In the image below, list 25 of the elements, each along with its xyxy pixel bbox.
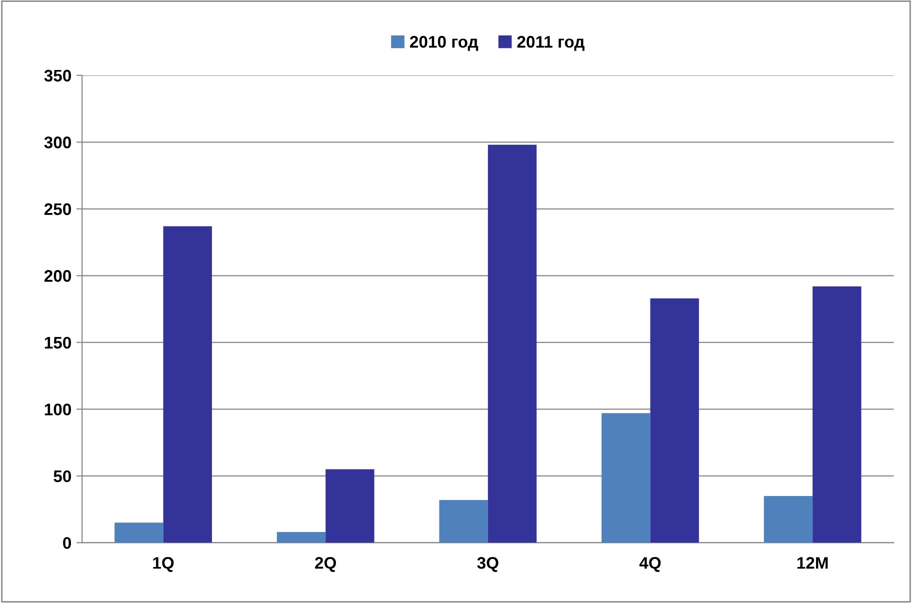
y-tick-label: 350 <box>44 70 71 82</box>
bar <box>812 286 862 543</box>
bar <box>488 144 537 543</box>
bar <box>276 532 326 543</box>
y-tick-label: 250 <box>44 203 71 216</box>
legend-label: 2011 год <box>517 36 584 51</box>
bar <box>163 226 212 543</box>
x-tick-label: 4Q <box>639 557 661 572</box>
y-tick-label: 200 <box>44 270 71 282</box>
y-tick-label: 100 <box>44 404 71 416</box>
x-tick-label: 2Q <box>315 557 336 572</box>
y-tick-label: 150 <box>44 336 71 349</box>
bar <box>764 496 813 543</box>
legend-label: 2010 год <box>410 36 478 51</box>
bar <box>114 522 164 543</box>
x-tick-label: 3Q <box>477 557 498 572</box>
x-tick-label: 1Q <box>153 557 174 572</box>
bar <box>326 469 374 543</box>
bar <box>602 413 650 543</box>
y-tick-label: 300 <box>44 136 71 148</box>
bar <box>650 298 699 543</box>
y-tick-label: 0 <box>63 537 71 549</box>
x-tick-label: 12M <box>797 557 828 569</box>
bar <box>439 500 488 543</box>
y-tick-label: 50 <box>54 470 71 482</box>
